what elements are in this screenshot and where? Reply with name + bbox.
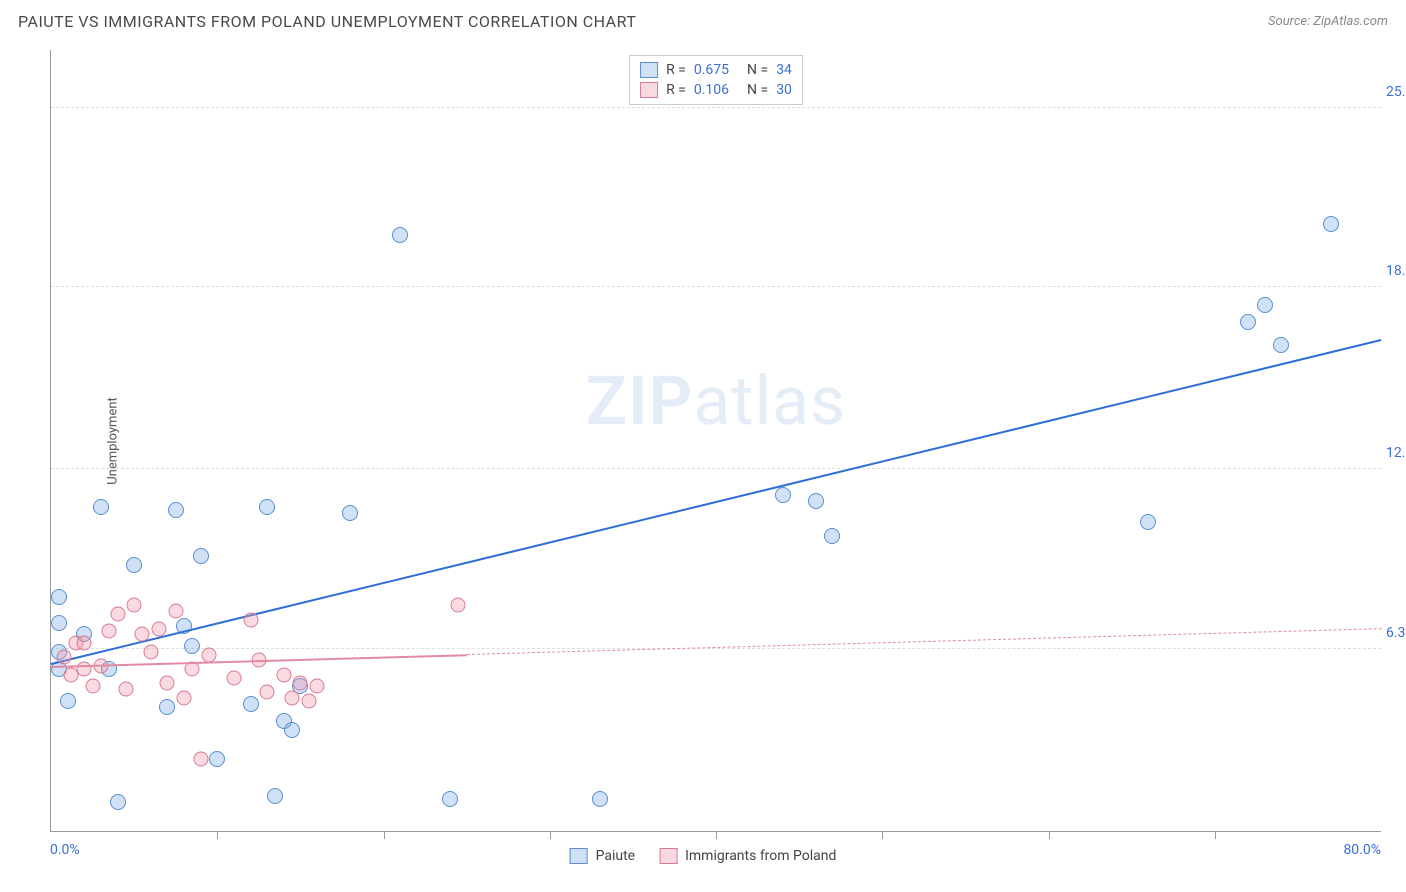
stat-n-value-2: 30 [776, 82, 792, 98]
y-tick-label: 25.0% [1386, 84, 1406, 100]
x-tick [1049, 831, 1050, 839]
stat-r-label: R = [666, 62, 686, 78]
data-point [118, 682, 133, 697]
data-point [285, 690, 300, 705]
scatter-plot: 6.3%12.5%18.8%25.0% [51, 50, 1381, 831]
data-point [168, 502, 184, 518]
data-point [592, 791, 608, 807]
data-point [127, 598, 142, 613]
data-point [259, 499, 275, 515]
x-tick [716, 831, 717, 839]
data-point [1257, 297, 1273, 313]
data-point [442, 791, 458, 807]
data-point [392, 227, 408, 243]
legend-label-series2: Immigrants from Poland [685, 848, 836, 864]
x-tick [1215, 831, 1216, 839]
gridline [51, 468, 1381, 469]
data-point [310, 679, 325, 694]
data-point [451, 598, 466, 613]
data-point [57, 650, 72, 665]
data-point [51, 615, 67, 631]
data-point [193, 548, 209, 564]
data-point [159, 699, 175, 715]
data-point [110, 794, 126, 810]
stat-n-label: N = [747, 82, 768, 98]
data-point [267, 788, 283, 804]
data-point [143, 644, 158, 659]
data-point [110, 607, 125, 622]
data-point [77, 635, 92, 650]
x-tick [384, 831, 385, 839]
data-point [301, 693, 316, 708]
data-point [284, 722, 300, 738]
correlation-stats-box: R = 0.675 N = 34 R = 0.106 N = 30 [629, 55, 803, 105]
stats-row-series1: R = 0.675 N = 34 [640, 60, 792, 80]
data-point [193, 751, 208, 766]
trend-line-extrapolated [467, 629, 1381, 656]
legend-swatch-series1 [570, 848, 588, 864]
data-point [775, 487, 791, 503]
data-point [342, 505, 358, 521]
source-attribution: Source: ZipAtlas.com [1268, 14, 1388, 29]
stat-r-label: R = [666, 82, 686, 98]
data-point [243, 612, 258, 627]
data-point [1323, 216, 1339, 232]
x-axis-min-label: 0.0% [50, 842, 80, 858]
stats-row-series2: R = 0.106 N = 30 [640, 80, 792, 100]
data-point [168, 604, 183, 619]
x-tick [217, 831, 218, 839]
data-point [1273, 337, 1289, 353]
data-point [126, 557, 142, 573]
data-point [201, 647, 216, 662]
data-point [808, 493, 824, 509]
swatch-series2 [640, 82, 658, 98]
data-point [85, 679, 100, 694]
chart-legend: Paiute Immigrants from Poland [570, 848, 837, 864]
y-tick-label: 12.5% [1386, 445, 1406, 461]
data-point [1240, 314, 1256, 330]
legend-label-series1: Paiute [596, 848, 636, 864]
data-point [293, 676, 308, 691]
data-point [1140, 514, 1156, 530]
data-point [102, 624, 117, 639]
data-point [276, 667, 291, 682]
data-point [60, 693, 76, 709]
stat-r-value-2: 0.106 [694, 82, 729, 98]
y-tick-label: 18.8% [1386, 263, 1406, 279]
stat-n-value-1: 34 [776, 62, 792, 78]
legend-item-series2: Immigrants from Poland [659, 848, 836, 864]
chart-plot-area: Unemployment 6.3%12.5%18.8%25.0% R = 0.6… [50, 50, 1381, 832]
stat-n-label: N = [747, 62, 768, 78]
legend-item-series1: Paiute [570, 848, 636, 864]
data-point [226, 670, 241, 685]
data-point [93, 499, 109, 515]
data-point [177, 690, 192, 705]
data-point [209, 751, 225, 767]
x-axis-max-label: 80.0% [1343, 842, 1381, 858]
data-point [160, 676, 175, 691]
x-tick [550, 831, 551, 839]
chart-title: PAIUTE VS IMMIGRANTS FROM POLAND UNEMPLO… [18, 12, 636, 31]
y-tick-label: 6.3% [1386, 625, 1406, 641]
swatch-series1 [640, 62, 658, 78]
data-point [51, 589, 67, 605]
data-point [152, 621, 167, 636]
data-point [135, 627, 150, 642]
data-point [260, 685, 275, 700]
gridline [51, 286, 1381, 287]
gridline [51, 107, 1381, 108]
data-point [184, 638, 200, 654]
data-point [77, 662, 92, 677]
data-point [243, 696, 259, 712]
x-tick [882, 831, 883, 839]
stat-r-value-1: 0.675 [694, 62, 729, 78]
legend-swatch-series2 [659, 848, 677, 864]
chart-header: PAIUTE VS IMMIGRANTS FROM POLAND UNEMPLO… [18, 12, 1388, 31]
data-point [824, 528, 840, 544]
